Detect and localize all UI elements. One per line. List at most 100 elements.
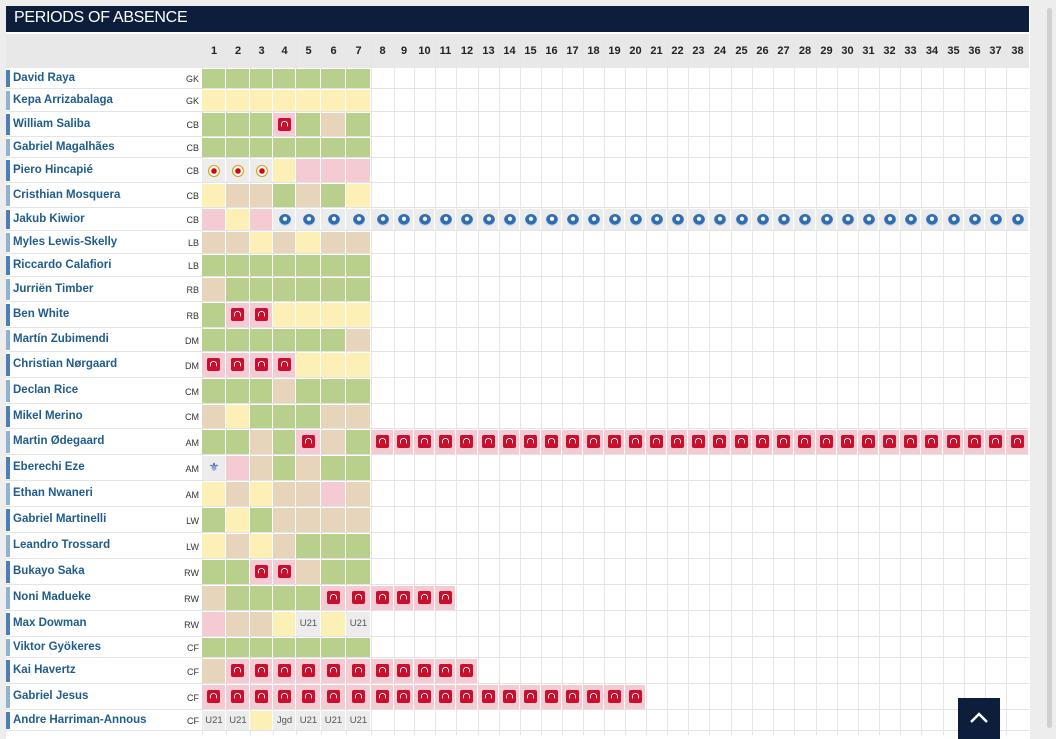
status-cell[interactable] [273,430,296,454]
player-name-link[interactable]: Myles Lewis-Skelly [13,236,118,248]
matchday-number[interactable]: 12 [460,45,474,57]
matchday-number[interactable]: 26 [756,45,769,57]
status-cell[interactable] [250,508,273,532]
status-cell[interactable] [250,69,273,88]
status-cell[interactable] [321,69,346,88]
status-cell[interactable] [250,329,273,351]
status-cell[interactable] [273,138,296,157]
status-cell[interactable] [321,482,346,506]
status-cell[interactable] [202,184,226,207]
matchday-number[interactable]: 2 [234,45,242,57]
matchday-number[interactable]: 27 [777,45,790,57]
matchday-number[interactable]: 11 [439,45,452,57]
status-cell[interactable] [273,232,296,253]
status-cell[interactable] [250,113,273,136]
status-cell[interactable] [202,612,226,636]
player-name-link[interactable]: Martin Ødegaard [13,435,105,447]
status-cell[interactable] [226,456,250,480]
status-cell[interactable] [273,69,296,88]
player-name-link[interactable]: Gabriel Magalhães [13,141,115,153]
matchday-number[interactable]: 5 [305,45,312,57]
player-name-link[interactable]: Bukayo Saka [13,565,85,577]
status-cell[interactable] [250,534,273,558]
matchday-number[interactable]: 10 [418,45,431,57]
player-name-link[interactable]: Kepa Arrizabalaga [13,94,113,106]
player-name-link[interactable]: Mikel Merino [13,410,83,422]
status-cell[interactable] [346,329,371,351]
status-cell[interactable] [346,405,371,428]
status-cell[interactable] [346,303,371,327]
matchday-number[interactable]: 21 [650,45,663,57]
status-cell[interactable] [346,138,371,157]
status-cell[interactable] [202,586,226,610]
status-cell[interactable] [346,113,371,136]
matchday-number[interactable]: 24 [713,45,727,57]
status-cell[interactable] [296,69,321,88]
status-cell[interactable] [346,90,371,111]
status-cell[interactable] [296,612,321,636]
status-cell[interactable] [321,560,346,584]
status-cell[interactable] [250,405,273,428]
matchday-number[interactable]: 4 [281,45,288,57]
matchday-number[interactable]: 22 [671,45,684,57]
status-cell[interactable] [296,329,321,351]
status-cell[interactable] [250,90,273,111]
status-cell[interactable] [226,560,250,584]
status-cell[interactable] [202,255,226,276]
status-cell[interactable] [321,430,346,454]
status-cell[interactable] [321,638,346,657]
status-cell[interactable] [202,90,226,111]
matchday-number[interactable]: 34 [925,45,939,57]
player-name-link[interactable]: Jakub Kiwior [13,213,85,225]
status-cell[interactable] [296,638,321,657]
status-cell[interactable] [346,685,371,709]
status-cell[interactable] [226,612,250,636]
status-cell[interactable] [296,303,321,327]
status-cell[interactable] [346,560,371,584]
status-cell[interactable] [250,379,273,403]
status-cell[interactable] [321,405,346,428]
player-name-link[interactable]: Ben White [13,308,70,320]
matchday-number[interactable]: 1 [210,45,218,57]
status-cell[interactable] [321,159,346,182]
player-name-link[interactable]: William Saliba [13,118,91,130]
status-cell[interactable] [202,232,226,253]
status-cell[interactable] [202,560,226,584]
status-cell[interactable] [226,638,250,657]
matchday-number[interactable]: 20 [629,45,642,57]
player-name-link[interactable]: Cristhian Mosquera [13,189,121,201]
status-cell[interactable] [226,379,250,403]
player-name-link[interactable]: Kai Havertz [13,664,76,676]
status-cell[interactable] [321,90,346,111]
status-cell[interactable] [273,612,296,636]
player-name-link[interactable]: Ethan Nwaneri [13,487,93,499]
matchday-number[interactable]: 37 [989,45,1002,57]
status-cell[interactable] [296,113,321,136]
status-cell[interactable] [202,638,226,657]
status-cell[interactable] [321,278,346,301]
status-cell[interactable] [296,278,321,301]
status-cell[interactable] [296,456,321,480]
status-cell[interactable] [226,508,250,532]
player-name-link[interactable]: Piero Hincapié [13,164,93,176]
status-cell[interactable] [250,482,273,506]
matchday-number[interactable]: 7 [355,45,362,57]
status-cell[interactable] [202,659,226,683]
status-cell[interactable] [321,138,346,157]
status-cell[interactable] [346,534,371,558]
status-cell[interactable] [202,711,226,730]
status-cell[interactable] [202,534,226,558]
status-cell[interactable] [296,508,321,532]
status-cell[interactable] [296,534,321,558]
status-cell[interactable] [321,329,346,351]
matchday-number[interactable]: 6 [330,45,337,57]
status-cell[interactable] [321,184,346,207]
matchday-number[interactable]: 3 [258,45,265,57]
status-cell[interactable] [346,353,371,377]
status-cell[interactable] [202,113,226,136]
status-cell[interactable] [250,184,273,207]
status-cell[interactable] [296,159,321,182]
matchday-number[interactable]: 17 [566,45,579,57]
status-cell[interactable] [273,405,296,428]
matchday-number[interactable]: 35 [947,45,960,57]
